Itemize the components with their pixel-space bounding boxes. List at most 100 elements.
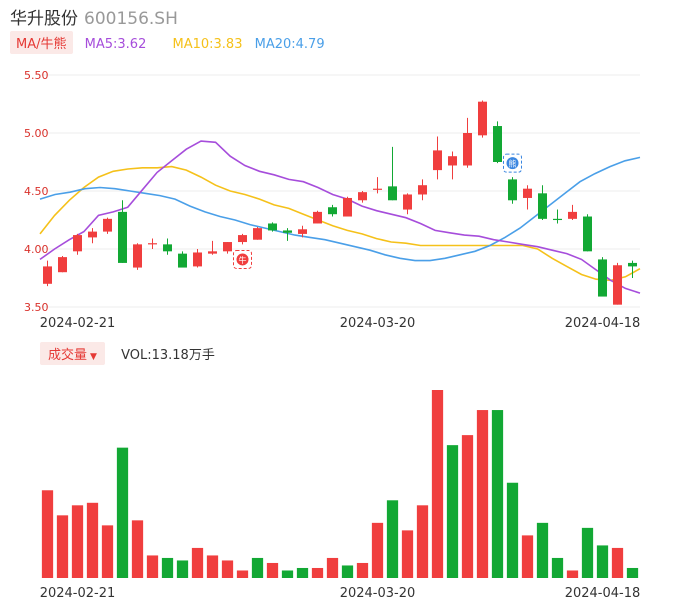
volume-bar bbox=[431, 390, 444, 578]
candle-body bbox=[583, 216, 592, 252]
candle-body bbox=[103, 218, 112, 232]
candle-body bbox=[163, 244, 172, 252]
volume-bar bbox=[611, 547, 624, 578]
volume-bar bbox=[521, 535, 534, 578]
candle-body bbox=[283, 230, 292, 233]
candle-body bbox=[238, 235, 247, 243]
ma5-line bbox=[39, 140, 641, 294]
volume-bar bbox=[551, 557, 564, 578]
candle-body bbox=[433, 150, 442, 171]
candle-body bbox=[478, 101, 487, 136]
candle-body bbox=[448, 156, 457, 166]
volume-bar bbox=[281, 570, 294, 578]
volume-bar bbox=[566, 570, 579, 578]
volume-bar bbox=[446, 445, 459, 578]
candle-body bbox=[88, 231, 97, 238]
candle-body bbox=[508, 179, 517, 201]
volume-bar bbox=[176, 560, 189, 578]
volume-bar bbox=[386, 500, 399, 578]
ma-legend: MA/牛熊 MA5:3.62 MA10:3.83 MA20:4.79 bbox=[10, 31, 325, 54]
candle-body bbox=[598, 259, 607, 297]
candle-body bbox=[43, 266, 52, 284]
volume-bar bbox=[536, 522, 549, 578]
volume-bar bbox=[191, 547, 204, 578]
volume-value: VOL:13.18万手 bbox=[121, 348, 215, 363]
candle-body bbox=[208, 251, 217, 254]
volume-bar bbox=[461, 435, 474, 578]
candle-body bbox=[133, 244, 142, 268]
stock-title: 华升股份 600156.SH bbox=[10, 4, 178, 29]
price-tick-label: 5.50 bbox=[24, 69, 49, 82]
candle-body bbox=[73, 235, 82, 252]
volume-bar bbox=[161, 557, 174, 578]
candle-body bbox=[613, 265, 622, 305]
candle-body bbox=[118, 211, 127, 263]
volume-bar bbox=[491, 410, 504, 578]
candle-body bbox=[568, 211, 577, 219]
stock-code: 600156.SH bbox=[84, 9, 178, 29]
candle-body bbox=[268, 223, 277, 231]
volume-bar bbox=[266, 562, 279, 578]
candle-body bbox=[223, 242, 232, 252]
volume-bar bbox=[476, 410, 489, 578]
price-tick-label: 3.50 bbox=[24, 301, 49, 314]
volume-bar bbox=[116, 447, 129, 578]
volume-bar bbox=[506, 482, 519, 578]
volume-bar bbox=[296, 567, 309, 578]
volume-bar bbox=[356, 562, 369, 578]
candle-body bbox=[463, 133, 472, 166]
volume-bar bbox=[311, 567, 324, 578]
ma20-line bbox=[39, 156, 641, 262]
volume-bar bbox=[416, 505, 429, 578]
volume-bar bbox=[596, 545, 609, 578]
ma10-line bbox=[39, 165, 641, 282]
volume-bar bbox=[86, 502, 99, 578]
volume-date-label: 2024-04-18 bbox=[565, 586, 641, 601]
candle-body bbox=[178, 253, 187, 268]
marker-label: 熊 bbox=[509, 159, 517, 169]
ma10-label: MA10:3.83 bbox=[172, 37, 243, 52]
volume-bar bbox=[221, 560, 234, 578]
candle-body bbox=[58, 257, 67, 273]
price-tick-label: 5.00 bbox=[24, 127, 49, 140]
candle-body bbox=[253, 228, 262, 240]
price-date-label: 2024-03-20 bbox=[340, 316, 416, 331]
volume-bar bbox=[236, 570, 249, 578]
price-tick-label: 4.00 bbox=[24, 243, 49, 256]
volume-bar bbox=[56, 515, 69, 578]
bull-marker-icon bbox=[236, 253, 249, 266]
candle-body bbox=[553, 218, 562, 221]
candle-body bbox=[328, 207, 337, 215]
marker-label: 牛 bbox=[239, 255, 247, 265]
candle-body bbox=[493, 126, 502, 162]
candle-body bbox=[628, 262, 637, 267]
volume-legend: 成交量 ▼ VOL:13.18万手 bbox=[40, 342, 215, 365]
candle-body bbox=[373, 188, 382, 190]
candle-body bbox=[193, 252, 202, 267]
volume-bar bbox=[251, 557, 264, 578]
volume-tab-label: 成交量 bbox=[48, 348, 88, 363]
candle-body bbox=[523, 188, 532, 198]
volume-date-label: 2024-02-21 bbox=[40, 586, 116, 601]
volume-bar bbox=[71, 505, 84, 578]
candle-body bbox=[388, 186, 397, 201]
caret-down-icon: ▼ bbox=[90, 352, 97, 362]
volume-bar bbox=[101, 525, 114, 578]
volume-tab-button[interactable]: 成交量 ▼ bbox=[40, 342, 105, 365]
ma5-label: MA5:3.62 bbox=[84, 37, 147, 52]
volume-bar bbox=[401, 530, 414, 578]
ma-tab-button[interactable]: MA/牛熊 bbox=[10, 31, 73, 54]
volume-bar bbox=[581, 527, 594, 578]
candle-body bbox=[343, 197, 352, 217]
volume-bar bbox=[41, 490, 54, 578]
price-date-label: 2024-04-18 bbox=[565, 316, 641, 331]
candle-body bbox=[418, 185, 427, 195]
ma20-label: MA20:4.79 bbox=[254, 37, 325, 52]
candle-body bbox=[358, 192, 367, 201]
candle-body bbox=[298, 229, 307, 234]
bear-marker-icon bbox=[506, 157, 519, 170]
stock-name: 华升股份 bbox=[10, 9, 78, 29]
volume-bar bbox=[341, 565, 354, 578]
volume-bar bbox=[206, 555, 219, 578]
